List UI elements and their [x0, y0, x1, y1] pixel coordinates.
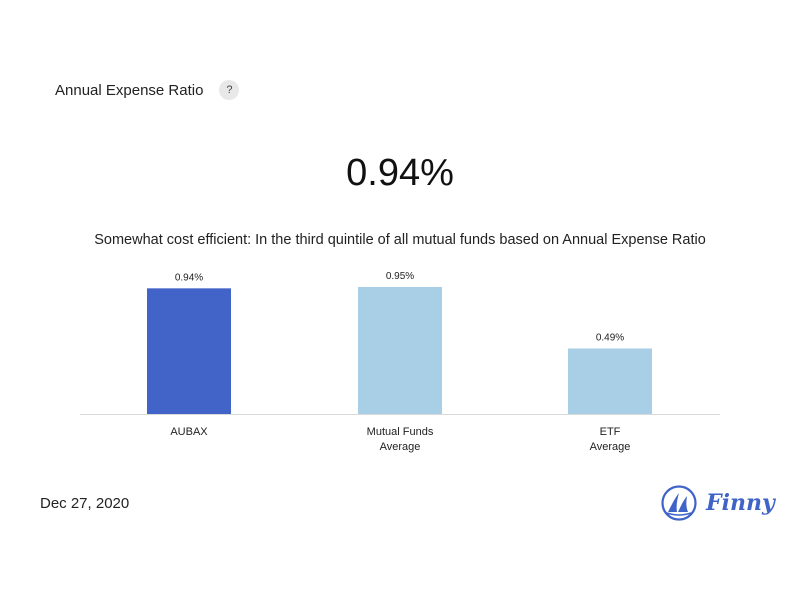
x-tick-label: Average: [380, 441, 421, 453]
metric-description: Somewhat cost efficient: In the third qu…: [94, 232, 706, 248]
x-tick-label: Average: [590, 441, 631, 453]
as-of-date: Dec 27, 2020: [40, 495, 130, 512]
metric-value: 0.94%: [346, 152, 454, 194]
help-icon[interactable]: ?: [219, 80, 240, 100]
brand-name: Finny: [706, 490, 775, 516]
x-tick-label: ETF: [600, 426, 621, 438]
x-tick-label: AUBAX: [170, 426, 208, 438]
data-label: 0.49%: [596, 332, 624, 343]
metric-title: Annual Expense Ratio: [55, 81, 204, 99]
x-tick-label: Mutual Funds: [367, 426, 434, 438]
finny-logo: Finny: [660, 484, 775, 522]
bar[interactable]: [147, 288, 231, 414]
data-label: 0.94%: [175, 272, 203, 283]
data-label: 0.95%: [386, 271, 414, 282]
chart-header: Annual Expense Ratio ?: [55, 80, 240, 100]
sailboat-icon: [661, 485, 697, 521]
bar[interactable]: [358, 287, 442, 414]
bar[interactable]: [568, 348, 652, 414]
